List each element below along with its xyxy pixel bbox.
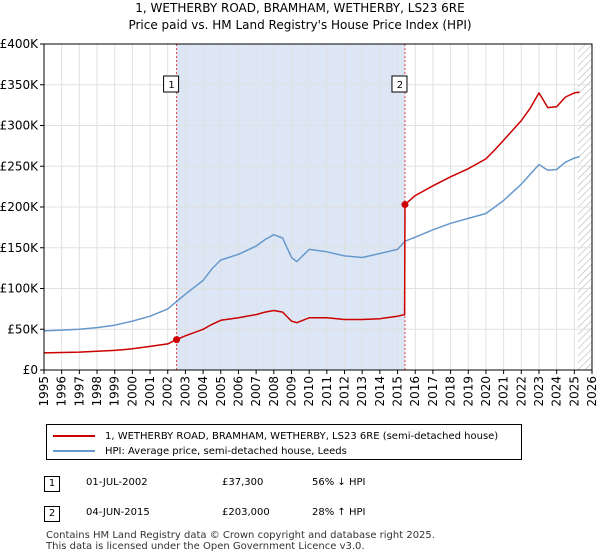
y-tick-label: £100K (0, 282, 39, 296)
series-line-hpi (44, 155, 580, 332)
x-tick-label: 2000 (125, 376, 139, 407)
y-tick-label: £400K (0, 37, 39, 51)
sale-point (173, 336, 181, 344)
x-tick-label: 2025 (567, 376, 581, 407)
x-tick-label: 2001 (143, 376, 157, 407)
sale-point (401, 201, 409, 209)
x-tick-label: 2015 (391, 376, 405, 407)
legend-item-property: 1, WETHERBY ROAD, BRAMHAM, WETHERBY, LS2… (53, 429, 498, 443)
sale-hpi-change: 56% ↓ HPI (312, 477, 366, 488)
sale-price: £37,300 (222, 477, 264, 488)
y-tick-label: £200K (0, 200, 39, 214)
footer-licence: This data is licensed under the Open Gov… (46, 541, 365, 552)
x-tick-label: 2002 (161, 376, 175, 407)
x-tick-label: 2012 (338, 376, 352, 407)
x-tick-label: 1995 (37, 376, 51, 407)
footer: Contains HM Land Registry data © Crown c… (46, 530, 435, 552)
sale-badge: 2 (44, 506, 60, 522)
x-tick-label: 2024 (550, 376, 564, 407)
x-tick-label: 1999 (108, 376, 122, 407)
x-tick-label: 2022 (514, 376, 528, 407)
sale-date: 04-JUN-2015 (86, 507, 150, 518)
x-tick-label: 1998 (90, 376, 104, 407)
chart-subtitle: Price paid vs. HM Land Registry's House … (128, 18, 472, 32)
x-tick-label: 2004 (196, 376, 210, 407)
x-tick-label: 2020 (479, 376, 493, 407)
y-tick-label: £300K (0, 119, 39, 133)
x-tick-label: 2010 (302, 376, 316, 407)
x-tick-label: 2014 (373, 376, 387, 407)
sale-label-box (391, 75, 408, 93)
x-tick-label: 2011 (320, 376, 334, 407)
x-tick-label: 2023 (532, 376, 546, 407)
y-tick-label: £150K (0, 241, 39, 255)
sale-hpi-change: 28% ↑ HPI (312, 507, 366, 518)
sale-date: 01-JUL-2002 (86, 477, 148, 488)
legend-label-hpi: HPI: Average price, semi-detached house,… (105, 445, 347, 457)
y-tick-label: £50K (7, 322, 39, 336)
sale-label-number: 2 (397, 80, 403, 91)
y-tick-label: £0 (23, 363, 38, 377)
x-tick-label: 2007 (249, 376, 263, 407)
legend-swatch-blue (53, 450, 95, 452)
x-tick-label: 2008 (267, 376, 281, 407)
sale-price: £203,000 (222, 507, 270, 518)
legend: 1, WETHERBY ROAD, BRAMHAM, WETHERBY, LS2… (46, 424, 522, 460)
sale-label-box (163, 75, 180, 93)
y-tick-label: £250K (0, 159, 39, 173)
x-tick-label: 2016 (408, 376, 422, 407)
x-tick-label: 2017 (426, 376, 440, 407)
x-tick-label: 2005 (214, 376, 228, 407)
y-tick-label: £350K (0, 78, 39, 92)
footer-copyright: Contains HM Land Registry data © Crown c… (46, 530, 435, 541)
legend-item-hpi: HPI: Average price, semi-detached house,… (53, 444, 347, 458)
x-tick-label: 2021 (497, 376, 511, 407)
legend-swatch-red (53, 435, 95, 437)
x-tick-label: 1996 (55, 376, 69, 407)
x-tick-label: 2026 (585, 376, 599, 407)
x-tick-label: 2019 (461, 376, 475, 407)
legend-label-property: 1, WETHERBY ROAD, BRAMHAM, WETHERBY, LS2… (105, 430, 499, 442)
sale-badge: 1 (44, 476, 60, 492)
x-tick-label: 2003 (178, 376, 192, 407)
sale-label-number: 1 (168, 80, 174, 91)
series-line-property (44, 91, 580, 354)
x-tick-label: 2018 (444, 376, 458, 407)
x-tick-label: 2013 (355, 376, 369, 407)
price-chart: £0 £50K £100K £150K £200K £250K £300K £350K £400… (0, 37, 599, 407)
x-tick-label: 2006 (231, 376, 245, 407)
x-tick-label: 2009 (284, 376, 298, 407)
chart-title: 1, WETHERBY ROAD, BRAMHAM, WETHERBY, LS2… (135, 1, 465, 15)
x-tick-label: 1997 (72, 376, 86, 407)
